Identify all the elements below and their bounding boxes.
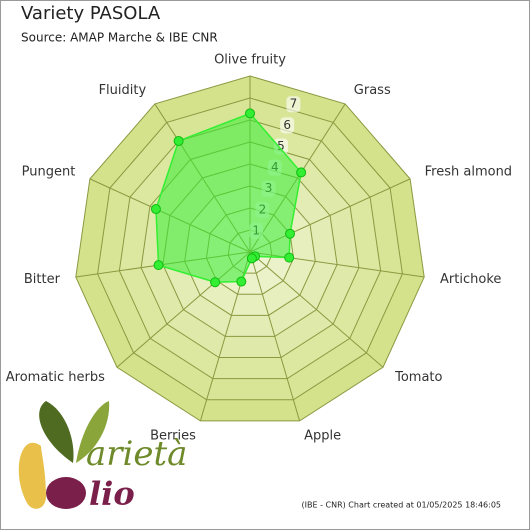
category-label: Artichoke bbox=[440, 272, 501, 287]
data-point bbox=[173, 135, 184, 146]
data-point bbox=[153, 260, 164, 271]
logo-leaf bbox=[39, 401, 74, 463]
category-label: Fresh almond bbox=[425, 165, 512, 180]
data-point bbox=[285, 228, 296, 239]
data-point bbox=[150, 204, 161, 215]
y-tick-label: 7 bbox=[290, 97, 298, 111]
logo-shape bbox=[18, 442, 46, 509]
data-point bbox=[246, 253, 257, 264]
spoke bbox=[249, 251, 384, 368]
spoke bbox=[249, 251, 301, 422]
category-label: Grass bbox=[354, 83, 391, 98]
logo-olive bbox=[46, 477, 86, 509]
chart-title: Variety PASOLA bbox=[21, 3, 161, 24]
category-label: Olive fruity bbox=[214, 53, 286, 68]
data-point bbox=[296, 167, 307, 178]
category-label: Pungent bbox=[22, 165, 76, 180]
category-label: Apple bbox=[304, 429, 341, 444]
tick-bg bbox=[280, 117, 295, 134]
logo-text: lio bbox=[89, 475, 135, 513]
tick-bg bbox=[286, 96, 301, 113]
data-point bbox=[236, 276, 247, 287]
category-label: Tomato bbox=[394, 370, 442, 385]
data-point bbox=[284, 252, 295, 263]
logo: arietà lio bbox=[18, 401, 187, 513]
category-label: Aromatic herbs bbox=[6, 370, 105, 385]
logo-leaf bbox=[76, 401, 110, 463]
category-label: Berries bbox=[150, 429, 196, 444]
data-area bbox=[155, 112, 302, 284]
chart-subtitle: Source: AMAP Marche & IBE CNR bbox=[21, 31, 218, 45]
category-label: Fluidity bbox=[99, 83, 147, 98]
data-point bbox=[210, 277, 221, 288]
y-tick-label: 6 bbox=[283, 118, 291, 132]
data-point bbox=[245, 108, 255, 119]
y-tick-label: 5 bbox=[277, 139, 285, 153]
category-label: Bitter bbox=[24, 272, 61, 287]
logo-text: arietà bbox=[86, 434, 187, 474]
footer: (IBE - CNR) Chart created at 01/05/2025 … bbox=[302, 501, 502, 510]
